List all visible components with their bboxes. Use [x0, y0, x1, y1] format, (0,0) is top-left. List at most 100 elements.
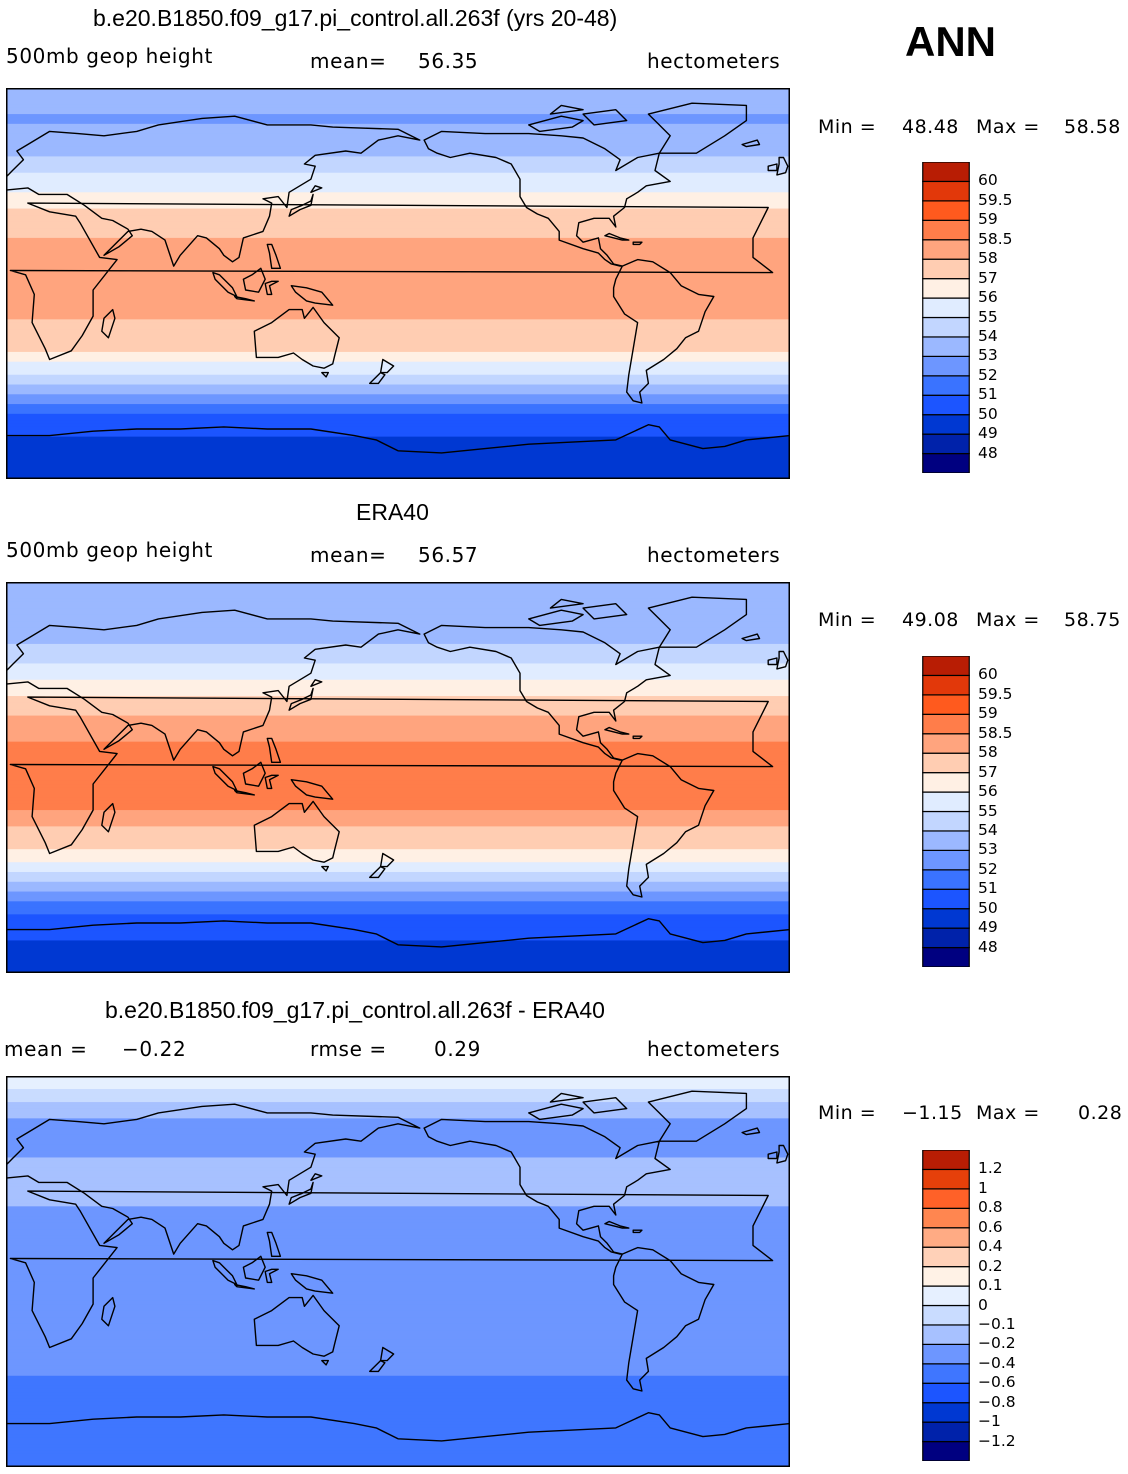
- coastlines: [6, 102, 790, 454]
- contour-band: [6, 894, 790, 899]
- coastline: [741, 633, 761, 642]
- contour-band: [6, 966, 790, 971]
- contour-band: [6, 712, 790, 717]
- contour-band: [6, 1216, 790, 1220]
- contour-band: [6, 1271, 790, 1276]
- colorbar-tick-label: 55: [978, 307, 998, 326]
- colorbar-tick-label: 56: [978, 288, 998, 307]
- contour-band: [6, 162, 790, 167]
- contour-band: [6, 963, 790, 968]
- contour-band: [6, 1157, 790, 1162]
- contour-band: [6, 917, 790, 922]
- contour-band: [6, 885, 790, 889]
- contour-band: [6, 888, 790, 893]
- contour-band: [6, 868, 790, 873]
- contour-band: [6, 364, 790, 369]
- contour-bands: [6, 1076, 790, 1467]
- contour-bands: [6, 582, 790, 973]
- contour-band: [6, 858, 790, 863]
- contour-band: [6, 273, 790, 278]
- colorbar-tick-label: 48: [978, 937, 998, 956]
- coastline: [612, 752, 715, 898]
- coastline: [369, 371, 386, 385]
- contour-band: [6, 234, 790, 239]
- contour-band: [6, 417, 790, 421]
- coastline: [528, 1103, 584, 1121]
- contour-band: [6, 1310, 790, 1315]
- coastline: [101, 1296, 116, 1327]
- contour-band: [6, 1375, 790, 1380]
- contour-band: [6, 472, 790, 477]
- contour-band: [6, 1144, 790, 1149]
- contour-band: [6, 924, 790, 928]
- coastline: [647, 102, 748, 154]
- contour-band: [6, 585, 790, 590]
- contour-band: [6, 153, 790, 158]
- contour-band: [6, 751, 790, 756]
- contour-band: [6, 1222, 790, 1227]
- coastline: [549, 104, 584, 115]
- coastline: [776, 650, 789, 670]
- contour-band: [6, 754, 790, 759]
- contour-band: [6, 254, 790, 259]
- map-frame: [6, 1076, 790, 1467]
- contour-band: [6, 107, 790, 112]
- contour-band: [6, 140, 790, 144]
- contour-band: [6, 1447, 790, 1452]
- contour-band: [6, 182, 790, 187]
- contour-band: [6, 257, 790, 262]
- contour-band: [6, 1235, 790, 1240]
- coastline: [647, 596, 748, 648]
- coastline: [233, 789, 256, 796]
- contour-band: [6, 842, 790, 847]
- contour-band: [6, 956, 790, 961]
- contour-band: [6, 617, 790, 622]
- colorbar-box: [922, 1324, 970, 1345]
- contour-band: [6, 1369, 790, 1374]
- contour-band: [6, 692, 790, 697]
- colorbar-tick-label: 58: [978, 249, 998, 268]
- contour-band: [6, 306, 790, 311]
- contour-band: [6, 465, 790, 470]
- contour-band: [6, 669, 790, 674]
- contour-band: [6, 914, 790, 919]
- contour-band: [6, 849, 790, 854]
- contour-band: [6, 303, 790, 307]
- panel2-min-value: 49.08: [902, 609, 959, 631]
- colorbar-tick-label: −0.6: [978, 1373, 1016, 1392]
- contour-band: [6, 1124, 790, 1129]
- coastline: [264, 1268, 279, 1284]
- contour-band: [6, 1255, 790, 1260]
- contour-band: [6, 198, 790, 203]
- coastline: [9, 696, 774, 855]
- contour-band: [6, 604, 790, 609]
- colorbar-tick-label: 48: [978, 443, 998, 462]
- coastline: [767, 163, 778, 172]
- contour-band: [6, 803, 790, 808]
- contour-band: [6, 1079, 790, 1084]
- colorbar-box: [922, 1188, 970, 1209]
- contour-band: [6, 950, 790, 955]
- panel3-max-value: 0.28: [1078, 1102, 1123, 1124]
- contour-band: [6, 215, 790, 219]
- contour-band: [6, 397, 790, 402]
- coastline: [528, 609, 584, 627]
- contour-band: [6, 351, 790, 356]
- contour-band: [6, 260, 790, 265]
- colorbar-tick-label: 59: [978, 210, 998, 229]
- panel1-min-label: Min =: [818, 116, 877, 138]
- contour-band: [6, 784, 790, 788]
- contour-band: [6, 280, 790, 285]
- colorbar-tick-label: 56: [978, 782, 998, 801]
- colorbar-box: [922, 752, 970, 774]
- colorbar-tick-label: 49: [978, 424, 998, 443]
- panel3-mean-value: −0.22: [122, 1037, 187, 1061]
- contour-band: [6, 1424, 790, 1429]
- contour-band: [6, 1457, 790, 1462]
- panel2-max-label: Max =: [976, 609, 1040, 631]
- contour-band: [6, 1206, 790, 1211]
- coastline: [233, 1283, 256, 1290]
- contour-band: [6, 88, 790, 92]
- colorbar-box: [922, 1168, 970, 1190]
- colorbar-tick-label: 57: [978, 268, 998, 287]
